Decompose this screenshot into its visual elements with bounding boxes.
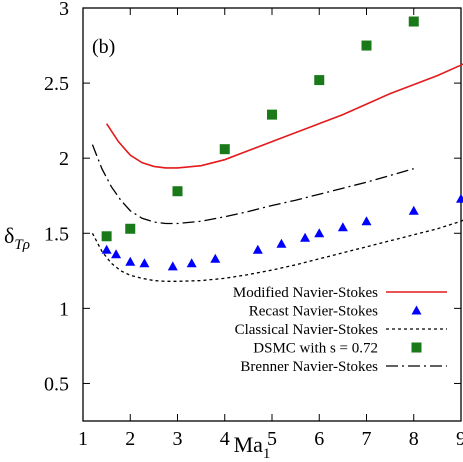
series-layer	[91, 16, 463, 282]
y-tick-label: 0.5	[44, 373, 69, 395]
data-point	[101, 231, 112, 242]
y-tick-label: 2.5	[44, 73, 69, 95]
series-classical-navier-stokes	[91, 219, 463, 282]
y-tick-label: 1	[59, 298, 69, 320]
data-point	[186, 258, 197, 268]
y-axis-label: δTρ	[4, 223, 30, 253]
data-point	[314, 228, 325, 238]
series-dsmc-with-s-0-72	[101, 16, 419, 242]
x-tick-label: 6	[314, 428, 324, 450]
data-point	[337, 222, 348, 232]
x-tick-label: 9	[456, 428, 463, 450]
data-point	[408, 205, 419, 215]
x-tick-label: 2	[125, 428, 135, 450]
data-point	[267, 109, 277, 120]
x-tick-label: 5	[267, 428, 277, 450]
data-point	[408, 16, 419, 27]
series-line	[91, 144, 414, 225]
legend-label: DSMC with s = 0.72	[253, 341, 378, 357]
x-axis-label: Ma1	[234, 432, 271, 462]
series-recast-navier-stokes	[101, 193, 463, 271]
data-point	[314, 75, 325, 86]
series-modified-navier-stokes	[105, 63, 463, 169]
x-axis-label-sub: 1	[263, 446, 271, 462]
legend: Modified Navier-Stokes Recast Navier-Stok…	[233, 285, 447, 375]
legend-label: Recast Navier-Stokes	[249, 304, 378, 320]
data-point	[219, 144, 230, 155]
series-brenner-navier-stokes	[91, 144, 414, 225]
y-tick-label: 2	[59, 148, 69, 170]
y-axis-label-sub: Tρ	[14, 237, 30, 253]
data-point	[111, 249, 122, 259]
x-tick-label: 3	[173, 428, 183, 450]
x-tick-label: 1	[78, 428, 88, 450]
data-point	[276, 238, 287, 248]
data-point	[125, 223, 136, 234]
legend-marker	[411, 342, 422, 353]
data-point	[361, 40, 372, 51]
x-tick-label: 7	[362, 428, 372, 450]
legend-label: Brenner Navier-Stokes	[240, 359, 378, 375]
data-point	[361, 216, 372, 226]
axis-ticks: 1 2 3 4 5 6 7 8 9 0.5 1 1.5 2 2.5 3	[44, 0, 463, 450]
series-line	[91, 219, 463, 282]
data-point	[101, 244, 112, 254]
data-point	[252, 244, 263, 254]
x-axis-label-base: Ma	[234, 432, 264, 457]
data-point	[456, 193, 463, 203]
y-tick-label: 3	[59, 0, 69, 20]
panel-label: (b)	[92, 36, 115, 58]
data-point	[210, 253, 221, 263]
data-point	[300, 232, 311, 242]
legend-marker	[411, 305, 422, 315]
data-point	[125, 256, 136, 266]
x-tick-label: 4	[220, 428, 230, 450]
legend-label: Modified Navier-Stokes	[233, 285, 378, 301]
y-tick-label: 1.5	[44, 223, 69, 245]
legend-label: Classical Navier-Stokes	[235, 322, 379, 338]
data-point	[139, 258, 150, 268]
series-line	[105, 63, 463, 169]
y-axis-label-base: δ	[4, 223, 14, 248]
x-tick-label: 8	[409, 428, 419, 450]
data-point	[167, 261, 178, 271]
data-point	[172, 186, 183, 197]
